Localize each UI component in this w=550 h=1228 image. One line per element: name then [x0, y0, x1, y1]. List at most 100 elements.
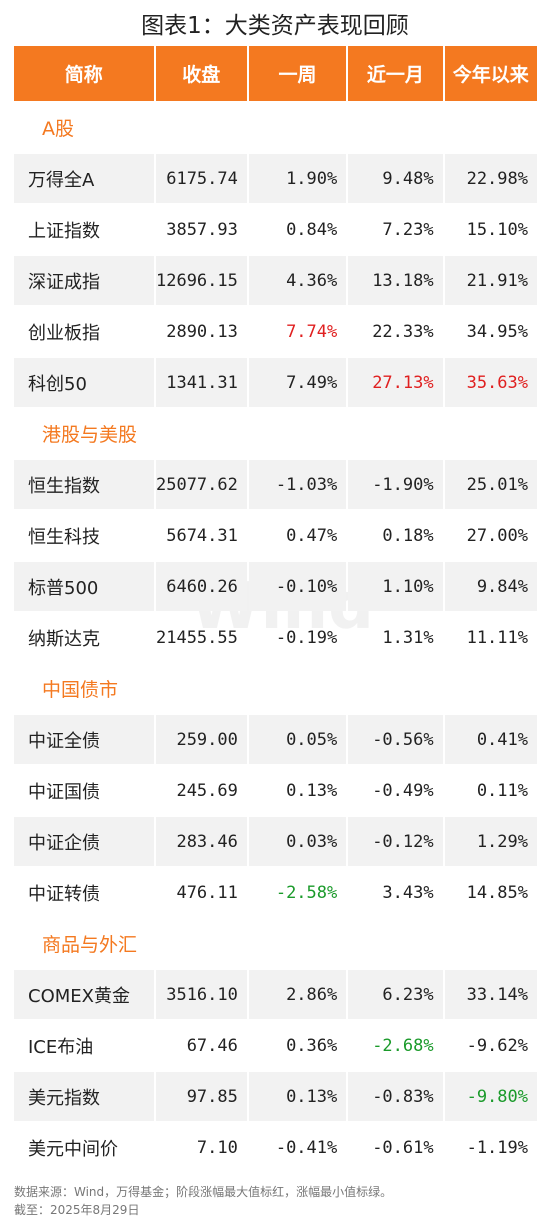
value-cell: -0.56% — [348, 715, 443, 764]
value-cell: 25.01% — [444, 460, 537, 509]
empty-cell — [348, 919, 442, 968]
empty-cell — [348, 103, 442, 152]
data-row: 科创50 1341.31 7.49% 27.13% 35.63% — [14, 358, 537, 407]
value-cell: -0.41% — [275, 1137, 338, 1158]
data-row: 中证国债 245.69 0.13% -0.49% 0.11% — [14, 766, 537, 815]
value-cell: 245.69 — [176, 780, 238, 801]
header-cell: 收盘 — [155, 46, 247, 101]
data-row: 恒生科技 5674.31 0.47% 0.18% 27.00% — [14, 511, 537, 560]
value-cell: 0.05% — [248, 715, 347, 764]
asset-name: 万得全A — [14, 154, 154, 203]
asset-name: 上证指数 — [28, 220, 100, 242]
value-cell: 9.48% — [348, 154, 443, 203]
header-cell: 今年以来 — [444, 46, 537, 101]
value-cell: -2.68% — [372, 1035, 434, 1056]
empty-cell — [156, 664, 247, 713]
value-cell: -0.49% — [372, 780, 434, 801]
value-cell: 259.00 — [155, 715, 247, 764]
value-cell: 6460.26 — [155, 562, 247, 611]
value-cell: -2.58% — [275, 882, 338, 903]
data-row: 恒生指数 25077.62 -1.03% -1.90% 25.01% — [14, 460, 537, 509]
value-cell: 3857.93 — [166, 219, 238, 240]
value-cell: 0.13% — [248, 1072, 347, 1121]
value-cell: -0.83% — [348, 1072, 443, 1121]
empty-cell — [156, 409, 247, 458]
table-body: A股万得全A 6175.74 1.90% 9.48% 22.98% 上证指数 3857.93… — [14, 103, 537, 1172]
asset-name: 中证企债 — [14, 817, 154, 866]
value-cell: 21.91% — [444, 256, 537, 305]
asset-name: ICE布油 — [28, 1036, 94, 1058]
note: 截至：2025年8月29日 — [14, 1203, 140, 1217]
data-row: 上证指数 3857.93 0.84% 7.23% 15.10% — [14, 205, 537, 254]
asset-name: 标普500 — [14, 562, 154, 611]
empty-cell — [249, 409, 346, 458]
value-cell: 283.46 — [155, 817, 247, 866]
value-cell: 0.13% — [286, 780, 338, 801]
title: 图表1：大类资产表现回顾 — [141, 13, 409, 39]
value-cell: 27.00% — [466, 525, 528, 546]
value-cell: 1.10% — [348, 562, 443, 611]
value-cell: 3516.10 — [155, 970, 247, 1019]
empty-cell — [156, 919, 247, 968]
value-cell: -0.61% — [372, 1137, 434, 1158]
empty-cell — [445, 919, 537, 968]
asset-name: 恒生指数 — [14, 460, 154, 509]
value-cell: 21455.55 — [155, 627, 238, 648]
value-cell: -1.90% — [348, 460, 443, 509]
value-cell: -0.10% — [248, 562, 347, 611]
value-cell: 0.18% — [382, 525, 434, 546]
data-row: ICE布油 67.46 0.36% -2.68% -9.62% — [14, 1021, 537, 1070]
value-cell: 5674.31 — [166, 525, 238, 546]
asset-name: 创业板指 — [28, 322, 100, 344]
empty-cell — [445, 664, 537, 713]
value-cell: -1.03% — [248, 460, 347, 509]
value-cell: 0.84% — [286, 219, 338, 240]
data-row: 万得全A 6175.74 1.90% 9.48% 22.98% — [14, 154, 537, 203]
section-title: 中国债市 — [42, 679, 119, 701]
data-row: 创业板指 2890.13 7.74% 22.33% 34.95% — [14, 307, 537, 356]
value-cell: -9.80% — [444, 1072, 537, 1121]
empty-cell — [348, 409, 442, 458]
value-cell: 7.10 — [196, 1137, 238, 1158]
empty-cell — [348, 664, 442, 713]
header-cell: 简称 — [14, 46, 154, 101]
empty-cell — [249, 103, 346, 152]
value-cell: 2890.13 — [166, 321, 238, 342]
value-cell: 0.47% — [286, 525, 338, 546]
value-cell: 0.36% — [286, 1035, 338, 1056]
section-title: A股 — [42, 118, 74, 140]
note: 数据来源：Wind，万得基金；阶段涨幅最大值标红，涨幅最小值标绿。 — [14, 1185, 393, 1199]
value-cell: 7.74% — [286, 321, 338, 342]
value-cell: 14.85% — [466, 882, 528, 903]
value-cell: 9.84% — [444, 562, 537, 611]
value-cell: -0.12% — [348, 817, 443, 866]
empty-cell — [249, 664, 346, 713]
section-title: 港股与美股 — [42, 424, 138, 446]
data-row: 中证转债 476.11 -2.58% 3.43% 14.85% — [14, 868, 537, 917]
value-cell: 13.18% — [348, 256, 443, 305]
value-cell: 2.86% — [248, 970, 347, 1019]
value-cell: 7.23% — [382, 219, 434, 240]
empty-cell — [445, 409, 537, 458]
empty-cell — [249, 919, 346, 968]
empty-cell — [445, 103, 537, 152]
section-row: 商品与外汇 — [14, 919, 537, 968]
header-row: 简称 收盘 一周 近一月 今年以来 — [14, 46, 537, 101]
value-cell: 4.36% — [248, 256, 347, 305]
header-cell: 一周 — [248, 46, 347, 101]
asset-name: 科创50 — [14, 358, 154, 407]
value-cell: 6175.74 — [155, 154, 247, 203]
value-cell: 3.43% — [382, 882, 434, 903]
data-row: 中证企债 283.46 0.03% -0.12% 1.29% — [14, 817, 537, 866]
value-cell: 15.10% — [466, 219, 528, 240]
value-cell: 33.14% — [444, 970, 537, 1019]
section-row: A股 — [14, 103, 537, 152]
value-cell: 97.85 — [155, 1072, 247, 1121]
asset-name: 深证成指 — [14, 256, 154, 305]
value-cell: 1.31% — [382, 627, 434, 648]
value-cell: 1.29% — [444, 817, 537, 866]
value-cell: 6.23% — [348, 970, 443, 1019]
value-cell: 67.46 — [186, 1035, 238, 1056]
data-row: 标普500 6460.26 -0.10% 1.10% 9.84% — [14, 562, 537, 611]
